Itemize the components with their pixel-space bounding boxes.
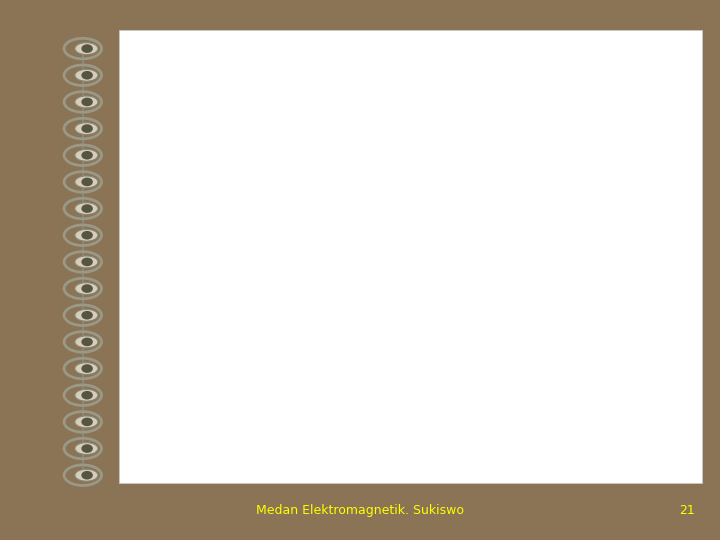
Text: • energy stored in capacitors is stored in the E-field: • energy stored in capacitors is stored … <box>158 144 555 159</box>
Text: Volume: Volume <box>568 397 614 410</box>
Text: 21: 21 <box>679 504 695 517</box>
Text: $W_e = \dfrac{1}{2} \cdot CV^2 = \dfrac{1}{2} \cdot \left(\varepsilon\dfrac{A}{d: $W_e = \dfrac{1}{2} \cdot CV^2 = \dfrac{… <box>214 325 600 361</box>
Text: CAPACITANCE - ENERGY METHOD: CAPACITANCE - ENERGY METHOD <box>276 58 552 77</box>
Text: Energy
Density: Energy Density <box>464 402 511 430</box>
Text: Substitute values of C and V for parallel plate capacitor:: Substitute values of C and V for paralle… <box>158 268 643 283</box>
Text: $W_e = \dfrac{1}{2} \cdot CV^2$: $W_e = \dfrac{1}{2} \cdot CV^2$ <box>374 195 484 231</box>
Text: Define stored energy:: Define stored energy: <box>158 200 346 215</box>
Text: Medan Elektromagnetik. Sukiswo: Medan Elektromagnetik. Sukiswo <box>256 504 464 517</box>
